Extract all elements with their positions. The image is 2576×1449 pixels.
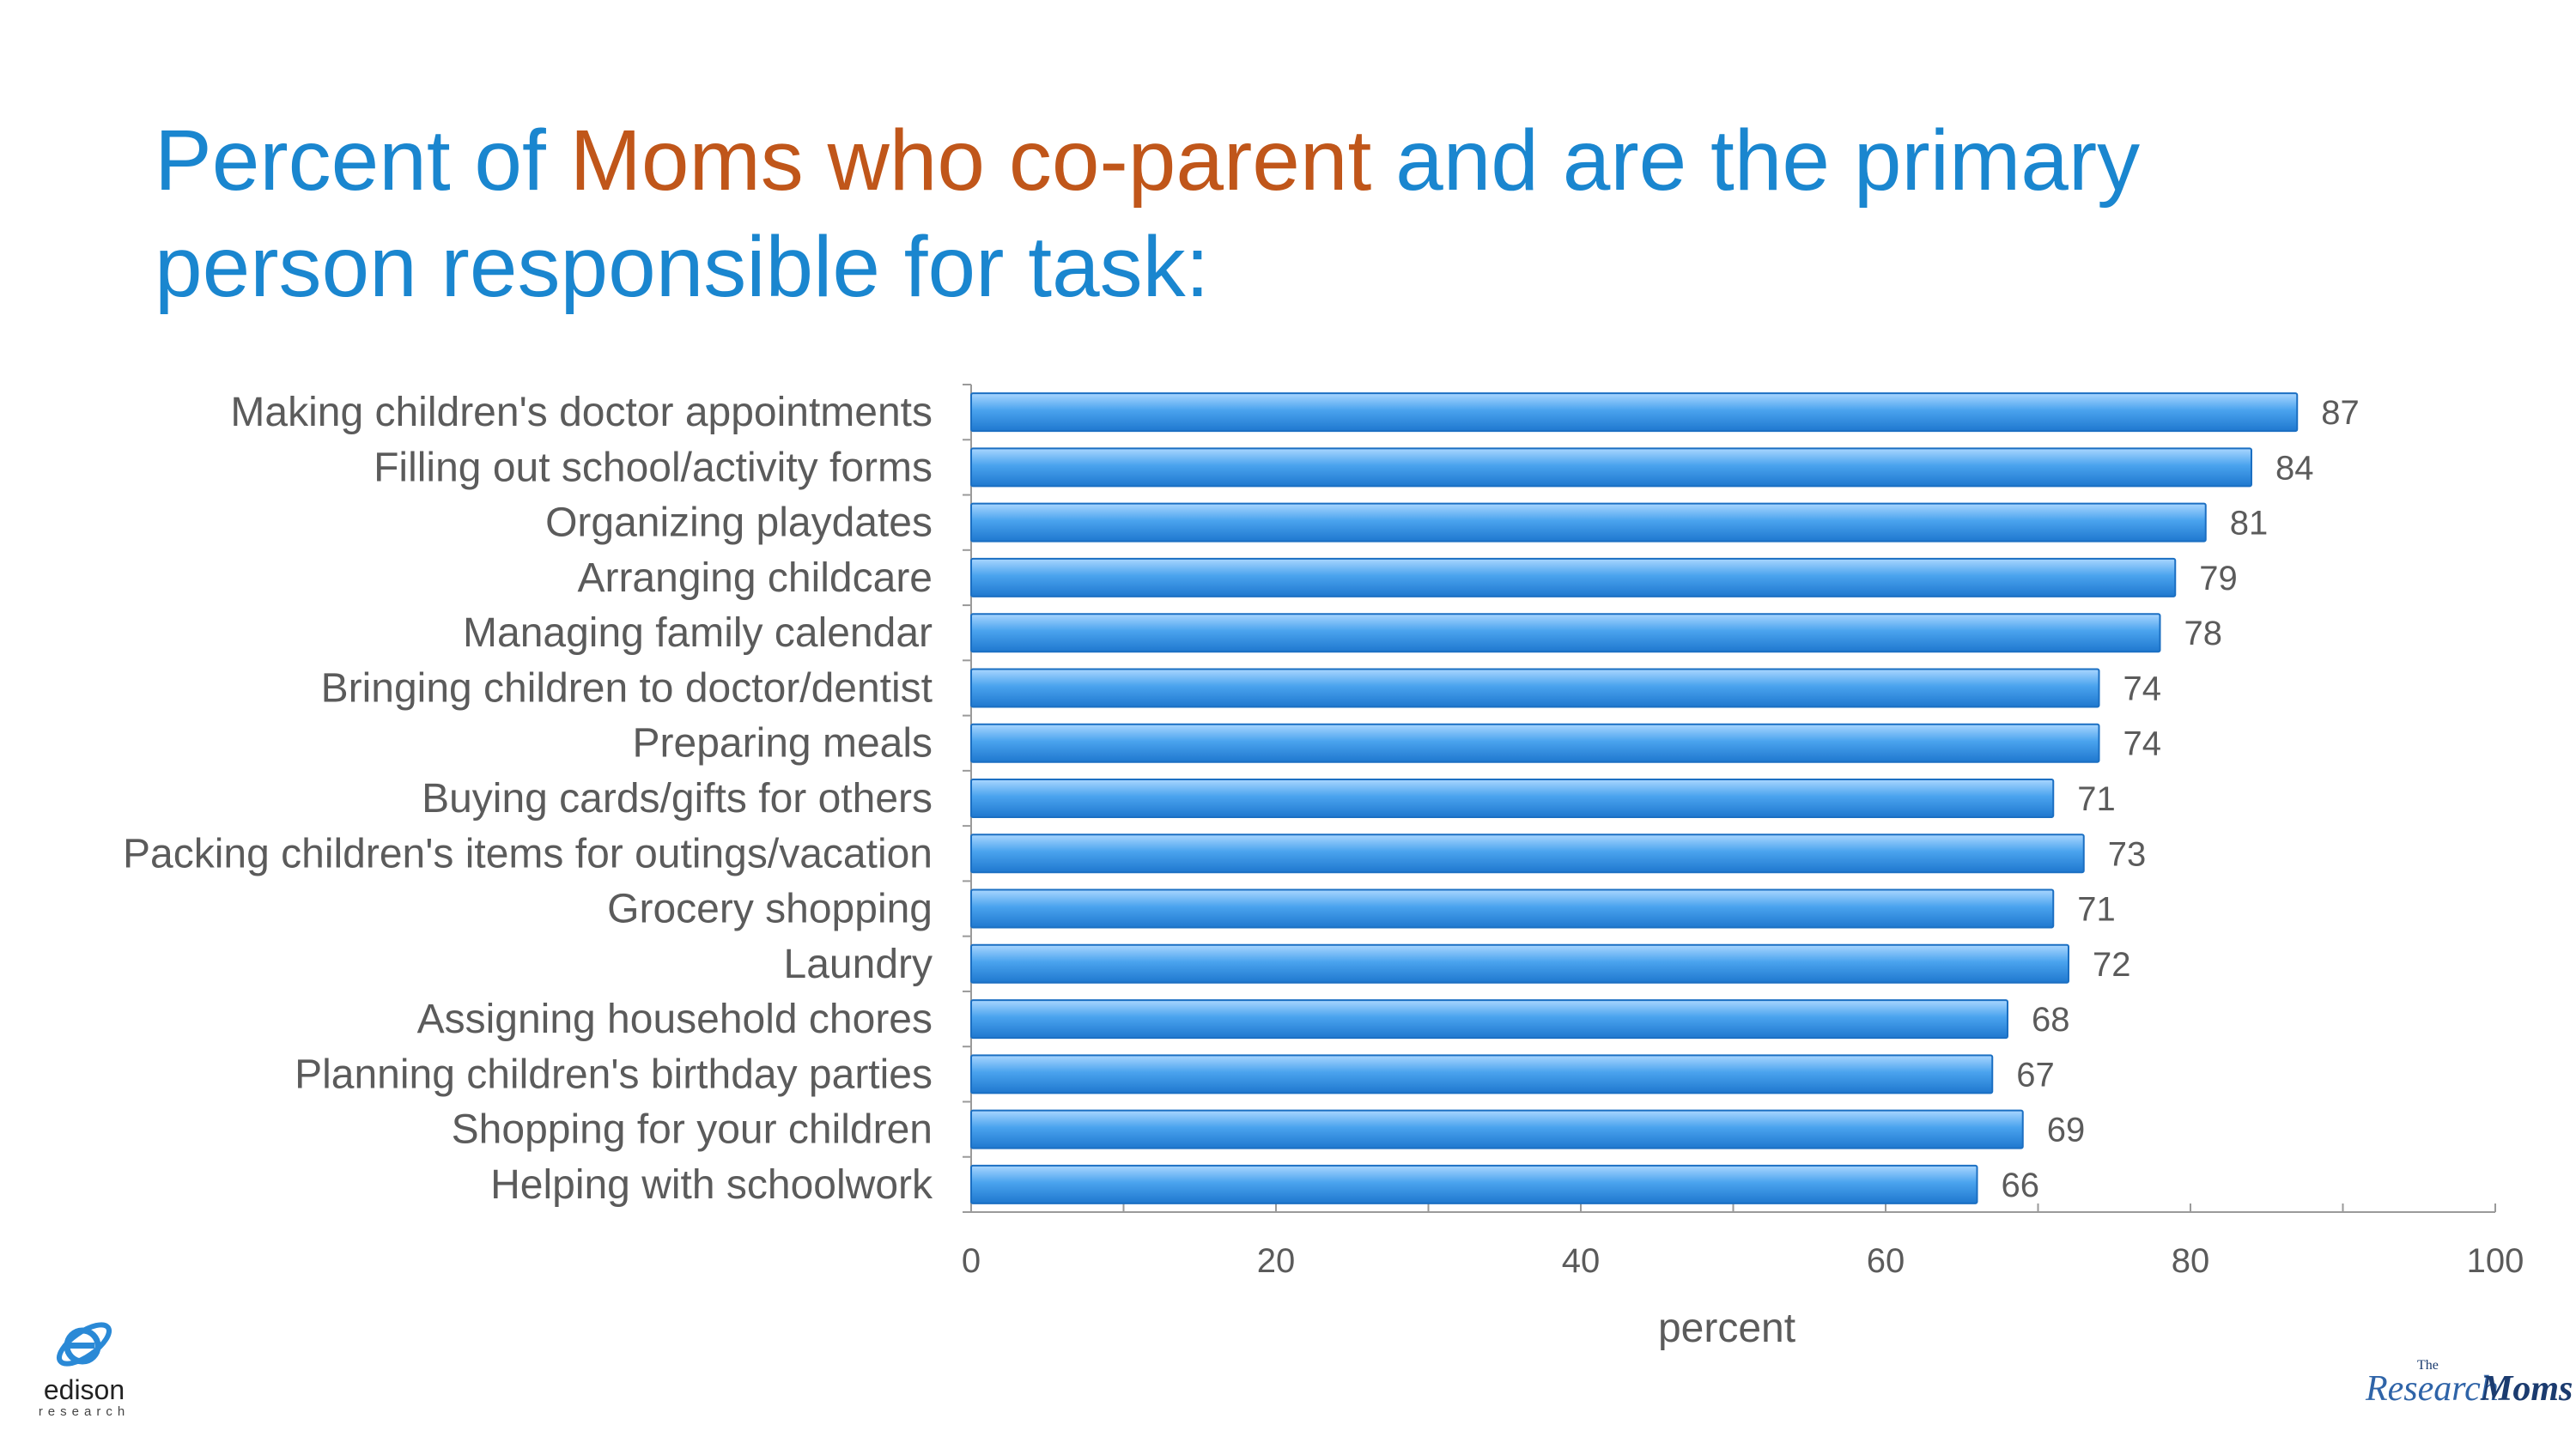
- x-tick-label: 60: [1867, 1242, 1905, 1280]
- research-moms-logo: The Research Moms: [2366, 1358, 2573, 1418]
- bar: [970, 834, 2085, 874]
- category-label: Bringing children to doctor/dentist: [321, 665, 933, 711]
- bar: [970, 943, 2069, 984]
- research-moms-moms: Moms: [2481, 1369, 2573, 1409]
- data-label: 81: [2230, 505, 2269, 543]
- data-label: 66: [2002, 1167, 2040, 1204]
- x-tick-label: 0: [962, 1242, 981, 1280]
- research-moms-research: Research: [2366, 1369, 2499, 1409]
- edison-research-logo: edison research: [24, 1313, 144, 1425]
- chart-title: Percent of Moms who co-parent and are th…: [155, 107, 2215, 320]
- category-label: Planning children's birthday parties: [295, 1052, 933, 1097]
- category-label: Packing children's items for outings/vac…: [123, 831, 933, 876]
- category-label: Assigning household chores: [417, 997, 933, 1042]
- data-label: 71: [2077, 780, 2116, 818]
- data-label: 74: [2123, 725, 2162, 763]
- x-tick-label: 100: [2467, 1242, 2524, 1280]
- bar: [970, 999, 2008, 1040]
- category-label: Shopping for your children: [452, 1107, 933, 1153]
- research-moms-the: The: [2417, 1358, 2439, 1373]
- data-label: 79: [2199, 560, 2238, 597]
- edison-wordmark: edison: [43, 1374, 125, 1405]
- data-label: 69: [2047, 1112, 2086, 1149]
- data-label: 68: [2032, 1001, 2070, 1039]
- bar: [970, 557, 2177, 597]
- category-label: Buying cards/gifts for others: [422, 776, 933, 822]
- bars-layer: [970, 392, 2299, 1204]
- x-tick-label: 40: [1562, 1242, 1601, 1280]
- category-label: Preparing meals: [633, 721, 933, 767]
- title-part-2: and are the primary person responsible f…: [155, 112, 2141, 315]
- bar: [970, 613, 2161, 653]
- x-tick-label: 80: [2172, 1242, 2210, 1280]
- edison-subtext: research: [38, 1404, 131, 1419]
- category-label: Organizing playdates: [545, 500, 933, 546]
- title-part-1: Percent of: [155, 112, 570, 209]
- title-highlight: Moms who co-parent: [569, 112, 1372, 209]
- x-axis-title: percent: [1658, 1306, 1795, 1351]
- data-label: 87: [2321, 394, 2360, 432]
- category-label: Making children's doctor appointments: [230, 390, 933, 435]
- data-label: 74: [2123, 670, 2162, 707]
- bar: [970, 1054, 1994, 1094]
- labels-layer: 0 20 40 60 80 100 Making children's doctor app…: [123, 390, 2524, 1280]
- bar: [970, 447, 2252, 488]
- data-label: 67: [2016, 1056, 2055, 1094]
- edison-bulb-icon: [57, 1322, 112, 1367]
- data-label: 71: [2077, 891, 2116, 929]
- category-label: Helping with schoolwork: [490, 1162, 933, 1208]
- category-label: Laundry: [784, 942, 933, 987]
- category-label: Filling out school/activity forms: [374, 445, 933, 490]
- bar: [970, 668, 2100, 708]
- bar: [970, 502, 2207, 543]
- data-label: 78: [2184, 615, 2223, 652]
- bar: [970, 723, 2100, 763]
- bar: [970, 1164, 1978, 1204]
- category-label: Managing family calendar: [463, 610, 933, 656]
- x-tick-label: 20: [1257, 1242, 1296, 1280]
- category-label: Arranging childcare: [577, 555, 933, 601]
- bar: [970, 1109, 2024, 1149]
- bar: [970, 888, 2055, 929]
- data-label: 84: [2275, 449, 2314, 487]
- data-label: 73: [2108, 835, 2147, 873]
- bar: [970, 392, 2299, 433]
- data-label: 72: [2093, 946, 2131, 984]
- category-label: Grocery shopping: [607, 887, 933, 932]
- bar: [970, 779, 2055, 818]
